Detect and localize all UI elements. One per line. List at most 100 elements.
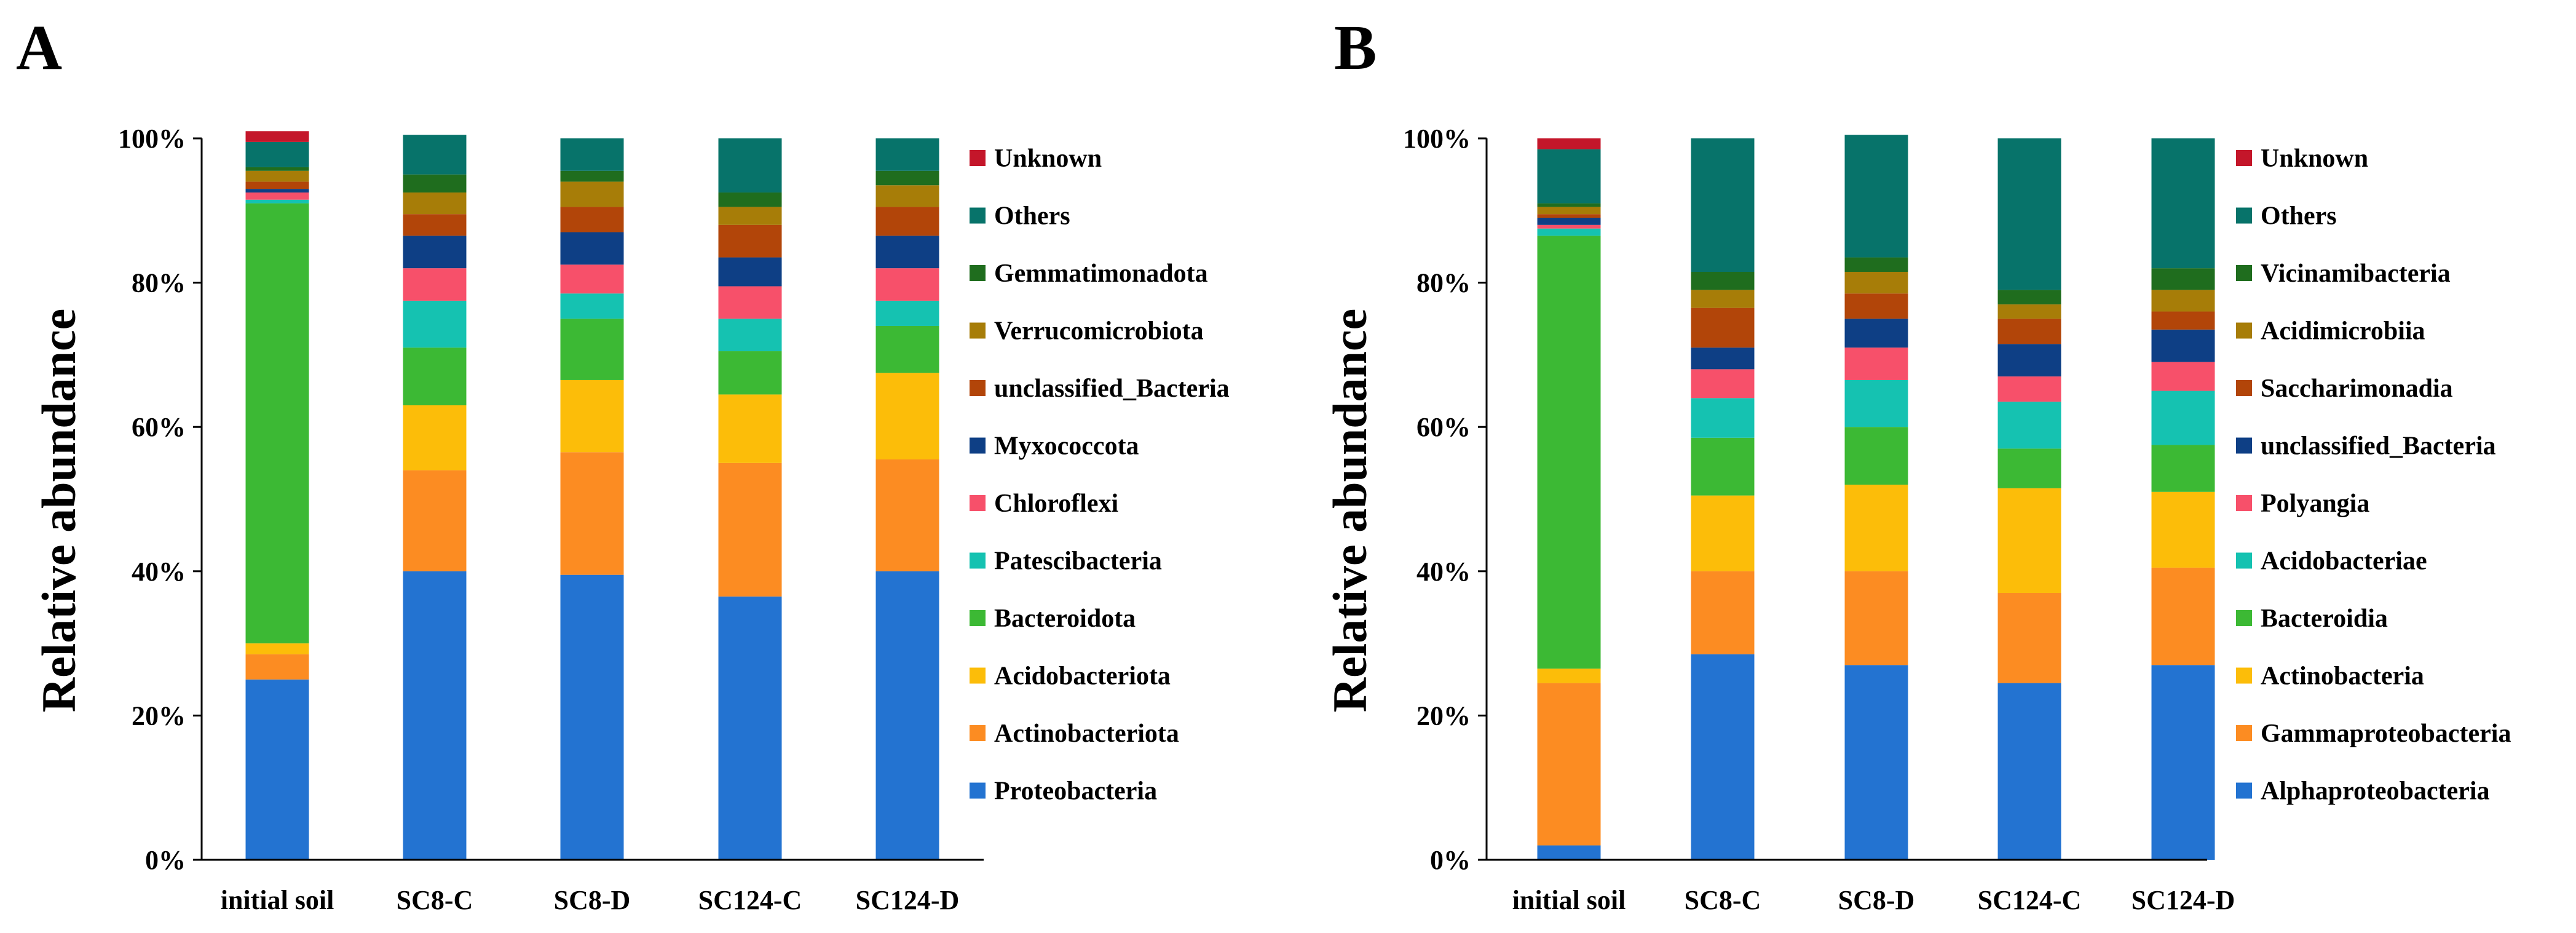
panel-a-bar-sc124-c-chloroflexi: [718, 286, 782, 319]
panel-b-bar-sc124-c-acidobacteriae: [1997, 402, 2061, 449]
panel-a-letter: A: [16, 12, 62, 83]
panel-b-bar-sc124-c-polyangia: [1997, 376, 2061, 402]
panel-a-y-tick-label: 0%: [145, 845, 186, 875]
panel-b-bars: [1537, 135, 2215, 860]
panel-a-legend-label: Actinobacteriota: [994, 720, 1179, 748]
panel-a-bar-sc8-d-bacteroidota: [560, 319, 624, 380]
panel-b-bar-sc8-c-polyangia: [1691, 369, 1755, 399]
panel-b-bar-initial-soil-gammaproteobacteria: [1537, 683, 1601, 846]
panel-b-bar-sc8-d-unclassified-bacteria: [1844, 319, 1908, 348]
panel-a-legend-swatch: [970, 322, 986, 339]
panel-a-bar-sc8-c-others: [403, 135, 467, 175]
panel-b-bar-sc124-d-saccharimonadia: [2151, 311, 2215, 330]
panel-a-bar-sc8-d-chloroflexi: [560, 264, 624, 294]
panel-b-bar-initial-soil-others: [1537, 149, 1601, 204]
panel-a-bar-sc8-c-myxococcota: [403, 236, 467, 269]
panel-a-bar-initial-soil-others: [245, 141, 309, 167]
panel-a-bar-sc8-c-proteobacteria: [403, 571, 467, 860]
panel-a-bar-sc8-d-gemmatimonadota: [560, 170, 624, 182]
panel-a-bar-sc124-c-myxococcota: [718, 257, 782, 287]
panel-b-bar-sc124-c-vicinamibacteria: [1997, 290, 2061, 304]
panel-a-bar-sc8-d-acidobacteriota: [560, 379, 624, 453]
panel-a-legend-label: Proteobacteria: [994, 777, 1157, 806]
panel-b-bar-sc124-d-alphaproteobacteria: [2151, 665, 2215, 860]
panel-a-bar-initial-soil-patescibacteria: [245, 199, 309, 204]
panel-b-legend-swatch: [2236, 667, 2252, 684]
panel-b-bar-initial-soil-acidimicrobiia: [1537, 207, 1601, 215]
panel-a-bar-sc124-d-acidobacteriota: [875, 373, 939, 459]
panel-b-bar-sc124-c-actinobacteria: [1997, 488, 2061, 593]
panel-b-x-category-label: SC8-D: [1838, 885, 1915, 915]
panel-b-legend-swatch: [2236, 610, 2252, 626]
panel-b-legend-label: Acidimicrobiia: [2261, 317, 2425, 346]
panel-a-bar-sc8-d-actinobacteriota: [560, 452, 624, 575]
panel-a-legend-label: Acidobacteriota: [994, 662, 1171, 691]
panel-b-bar-sc8-d-alphaproteobacteria: [1844, 665, 1908, 860]
panel-a-bar-sc8-c-patescibacteria: [403, 300, 467, 348]
panel-b-y-tick-label: 60%: [1416, 412, 1471, 442]
panel-b-bar-initial-soil-unclassified-bacteria: [1537, 218, 1601, 225]
panel-b-y-axis-label: Relative abundance: [1323, 309, 1377, 713]
panel-a-bar-sc124-d-actinobacteriota: [875, 459, 939, 571]
panel-a-legend-swatch: [970, 207, 986, 224]
panel-b-bar-sc8-d-acidimicrobiia: [1844, 272, 1908, 294]
panel-b-bar-sc8-c-acidimicrobiia: [1691, 290, 1755, 308]
panel-a-bar-sc124-d-patescibacteria: [875, 300, 939, 326]
panel-b-legend-label: Saccharimonadia: [2261, 375, 2453, 403]
panel-b-legend-label: Alphaproteobacteria: [2261, 777, 2490, 806]
panel-a-bar-sc8-d-myxococcota: [560, 232, 624, 265]
panel-a-bar-initial-soil-unclassified-bacteria: [245, 181, 309, 189]
panel-a-legend-swatch: [970, 265, 986, 281]
panel-b-bar-sc124-c-unclassified-bacteria: [1997, 344, 2061, 377]
panel-b-y-tick-label: 80%: [1416, 268, 1471, 298]
panel-b-bar-sc124-c-acidimicrobiia: [1997, 304, 2061, 319]
panel-b-y-tick-label: 20%: [1416, 701, 1471, 731]
panel-b-x-categories: initial soil SC8-C SC8-D SC124-C SC124-D: [1512, 885, 2235, 915]
panel-a-bar-sc124-c-others: [718, 138, 782, 193]
panel-a-bar-sc8-c-gemmatimonadota: [403, 174, 467, 193]
panel-a-legend-swatch: [970, 725, 986, 741]
panel-b-legend-swatch: [2236, 150, 2252, 166]
panel-b-legend-swatch: [2236, 782, 2252, 799]
panel-a-legend-swatch: [970, 782, 986, 799]
panel-a-bar-sc8-d-verrucomicrobiota: [560, 181, 624, 207]
panel-b-legend-swatch: [2236, 552, 2252, 569]
panel-b-bar-sc8-c-saccharimonadia: [1691, 308, 1755, 348]
panel-b-bar-sc8-d-saccharimonadia: [1844, 293, 1908, 319]
panel-a-legend-swatch: [970, 610, 986, 626]
panel-b-legend-label: unclassified_Bacteria: [2261, 432, 2496, 461]
panel-a-bar-sc124-d-verrucomicrobiota: [875, 185, 939, 207]
panel-b-bar-initial-soil-saccharimonadia: [1537, 214, 1601, 218]
panel-b-bar-initial-soil-vicinamibacteria: [1537, 203, 1601, 207]
panel-a-x-category-label: SC8-C: [397, 885, 473, 915]
panel-b-bar-sc124-d-acidobacteriae: [2151, 391, 2215, 445]
panel-a-bars: [245, 131, 939, 860]
panel-b-bar-sc8-d-others: [1844, 135, 1908, 258]
panel-a-bar-sc124-d-proteobacteria: [875, 571, 939, 860]
panel-a-bar-sc124-c-unclassified-bacteria: [718, 224, 782, 258]
panel-b-x-category-label: SC124-D: [2132, 885, 2235, 915]
panel-b-bar-sc8-d-polyangia: [1844, 347, 1908, 380]
panel-b-bar-sc124-d-polyangia: [2151, 362, 2215, 391]
panel-b-bar-initial-soil-acidobacteriae: [1537, 228, 1601, 236]
panel-b-bar-sc124-c-alphaproteobacteria: [1997, 683, 2061, 860]
panel-b-bar-initial-soil-polyangia: [1537, 224, 1601, 229]
panel-a-legend: Unknown Others Gemmatimonadota Verrucomicro…: [970, 145, 1230, 806]
panel-a-legend-swatch: [970, 150, 986, 166]
panel-a-bar-initial-soil-bacteroidota: [245, 203, 309, 644]
panel-b-y-ticks: 0% 20% 40% 60% 80% 100%: [1403, 124, 1487, 875]
panel-a-y-ticks: 0% 20% 40% 60% 80% 100%: [118, 124, 202, 875]
panel-b-y-tick-label: 40%: [1416, 557, 1471, 587]
panel-a-legend-swatch: [970, 552, 986, 569]
panel-a-bar-initial-soil-acidobacteriota: [245, 643, 309, 654]
panel-a-bar-sc8-c-acidobacteriota: [403, 405, 467, 470]
panel-b-bar-initial-soil-actinobacteria: [1537, 669, 1601, 683]
panel-b-letter: B: [1334, 12, 1377, 83]
panel-b-bar-sc8-c-acidobacteriae: [1691, 398, 1755, 438]
panel-a-bar-sc124-c-proteobacteria: [718, 596, 782, 860]
panel-b: B Relative abundance 0%20%40%60%80%100% …: [1323, 12, 2511, 915]
panel-a-bar-sc8-c-bacteroidota: [403, 347, 467, 406]
panel-b-bar-sc124-d-vicinamibacteria: [2151, 268, 2215, 290]
panel-b-x-category-label: initial soil: [1512, 885, 1626, 915]
